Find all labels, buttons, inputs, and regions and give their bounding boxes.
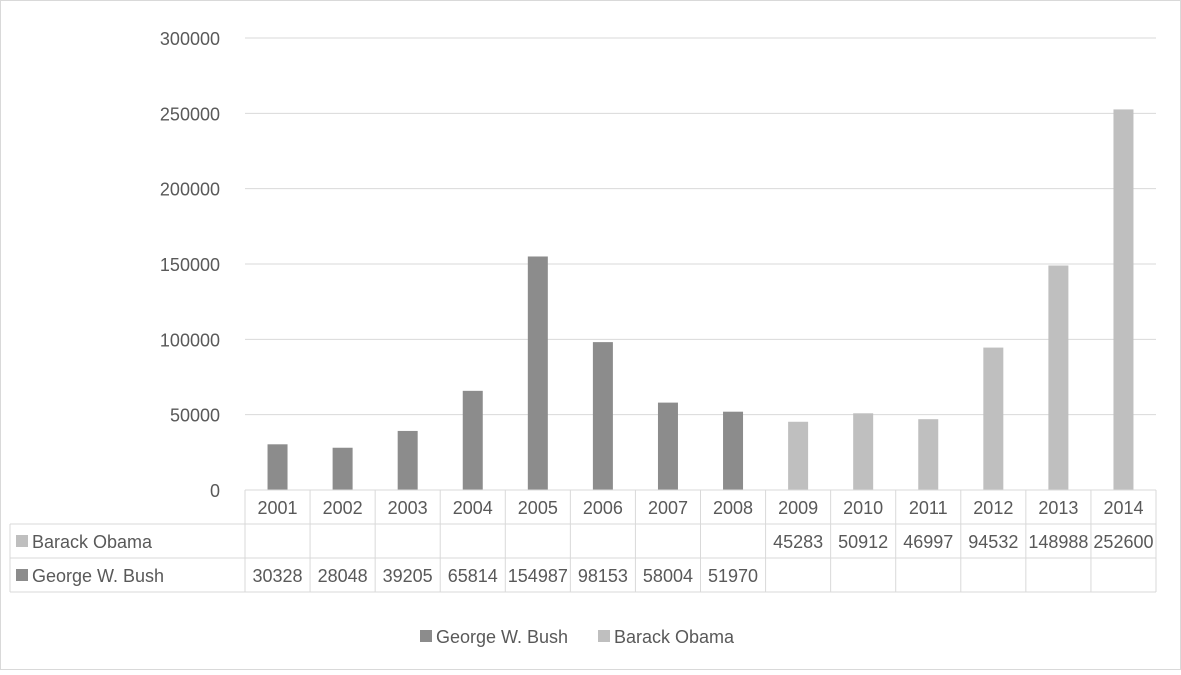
table-value: 154987 — [508, 566, 568, 586]
y-axis-tick-labels: 0 50000 100000 150000 200000 250000 300000 — [160, 29, 220, 501]
y-tick-label: 250000 — [160, 104, 220, 124]
bar — [788, 421, 809, 490]
legend-swatch — [420, 630, 432, 642]
y-tick-label: 200000 — [160, 180, 220, 200]
bar — [592, 342, 613, 490]
bar — [462, 390, 483, 490]
y-tick-label: 50000 — [170, 406, 220, 426]
table-value: 94532 — [968, 532, 1018, 552]
x-tick-label: 2008 — [713, 498, 753, 518]
bar — [527, 256, 548, 490]
x-tick-label: 2007 — [648, 498, 688, 518]
table-value: 45283 — [773, 532, 823, 552]
table-value: 252600 — [1093, 532, 1153, 552]
data-table: 2001 2002 2003 2004 2005 2006 2007 2008 2009 2010… — [9, 489, 1157, 593]
table-row-label: George W. Bush — [32, 566, 164, 586]
table-value: 51970 — [708, 566, 758, 586]
table-row-label: Barack Obama — [32, 532, 153, 552]
bars — [267, 109, 1134, 490]
y-tick-label: 0 — [210, 481, 220, 501]
bar — [918, 419, 939, 490]
table-value: 30328 — [253, 566, 303, 586]
table-value: 50912 — [838, 532, 888, 552]
x-tick-label: 2009 — [778, 498, 818, 518]
legend-label: Barack Obama — [614, 627, 735, 647]
x-tick-label: 2014 — [1103, 498, 1143, 518]
bar — [1048, 265, 1069, 490]
bar — [657, 402, 678, 490]
gridlines — [245, 37, 1156, 416]
table-value: 58004 — [643, 566, 693, 586]
x-tick-label: 2002 — [323, 498, 363, 518]
bar — [397, 430, 418, 490]
x-tick-label: 2003 — [388, 498, 428, 518]
bar — [853, 413, 874, 490]
y-tick-label: 300000 — [160, 29, 220, 49]
bar — [332, 447, 353, 490]
bar — [267, 444, 288, 490]
x-tick-label: 2010 — [843, 498, 883, 518]
x-tick-label: 2001 — [258, 498, 298, 518]
bar — [983, 347, 1004, 490]
table-legend-key — [16, 569, 28, 581]
legend: George W. Bush Barack Obama — [420, 627, 735, 647]
bar — [1113, 109, 1134, 490]
x-tick-label: 2005 — [518, 498, 558, 518]
table-value: 39205 — [383, 566, 433, 586]
x-tick-label: 2006 — [583, 498, 623, 518]
y-tick-label: 150000 — [160, 255, 220, 275]
x-tick-label: 2013 — [1038, 498, 1078, 518]
table-value: 148988 — [1028, 532, 1088, 552]
table-value: 65814 — [448, 566, 498, 586]
table-value: 46997 — [903, 532, 953, 552]
table-legend-key — [16, 535, 28, 547]
table-value: 98153 — [578, 566, 628, 586]
legend-label: George W. Bush — [436, 627, 568, 647]
legend-swatch — [598, 630, 610, 642]
y-tick-label: 100000 — [160, 330, 220, 350]
x-tick-label: 2011 — [909, 498, 948, 518]
table-value: 28048 — [318, 566, 368, 586]
x-tick-label: 2004 — [453, 498, 493, 518]
x-tick-label: 2012 — [973, 498, 1013, 518]
bar — [723, 411, 744, 490]
